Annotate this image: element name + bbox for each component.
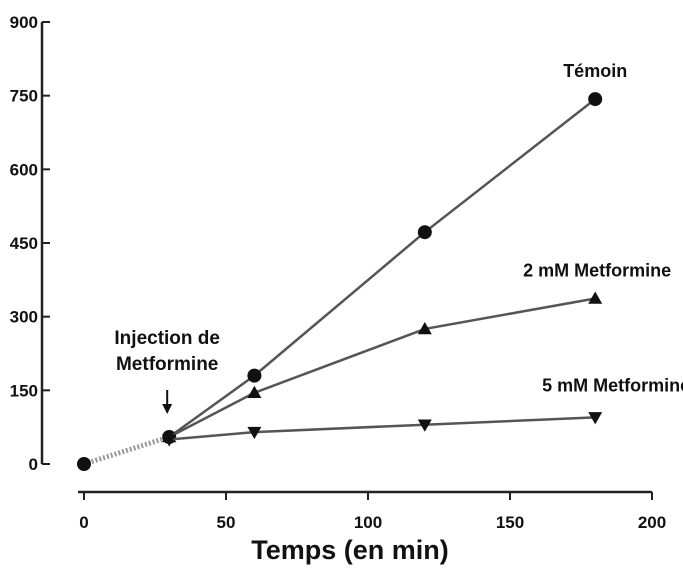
data-point <box>247 368 262 383</box>
y-tick-label: 450 <box>10 234 38 253</box>
x-axis-title: Temps (en min) <box>251 535 449 565</box>
series-2: 5 mM Metformine <box>162 375 683 447</box>
baseline-line <box>83 434 170 467</box>
data-point <box>588 291 603 304</box>
y-tick-label: 300 <box>10 308 38 327</box>
annotation-line: Metformine <box>116 354 218 375</box>
data-point <box>162 434 177 447</box>
data-point <box>417 321 432 335</box>
y-tick-label: 0 <box>29 455 38 474</box>
x-tick-label: 200 <box>638 513 666 532</box>
data-point <box>417 225 432 240</box>
x-tick-label: 100 <box>354 513 382 532</box>
series-layer: Témoin 2 mM Metformine 5 mM Metformine <box>162 61 683 447</box>
x-tick-label: 0 <box>79 513 88 532</box>
x-tick-label: 50 <box>217 513 236 532</box>
series-label: Témoin <box>563 61 627 81</box>
annotation-arrow-head <box>162 404 173 414</box>
y-tick-label: 150 <box>10 381 38 400</box>
annotation-text: Injection de Metformine <box>114 328 220 375</box>
baseline-layer <box>77 434 170 471</box>
axes: 0 150 300 450 600 750 900 0 50 100 150 200 <box>10 13 667 532</box>
data-point <box>247 385 262 399</box>
annotation-layer: Injection de Metformine <box>114 328 220 414</box>
y-tick-label: 600 <box>10 160 38 179</box>
data-point <box>247 426 262 440</box>
data-point <box>417 419 432 432</box>
y-tick-label: 900 <box>10 13 38 32</box>
series-line <box>169 416 596 441</box>
data-point <box>588 412 603 425</box>
baseline-point <box>77 457 91 471</box>
series-label: 2 mM Metformine <box>523 260 671 280</box>
annotation-line: Injection de <box>114 328 220 349</box>
series-1: 2 mM Metformine <box>162 260 671 443</box>
y-tick-label: 750 <box>10 87 38 106</box>
x-tick-label: 150 <box>496 513 524 532</box>
data-point <box>588 92 603 107</box>
series-line <box>168 98 596 439</box>
series-label: 5 mM Metformine <box>542 375 683 395</box>
series-line <box>168 297 596 439</box>
